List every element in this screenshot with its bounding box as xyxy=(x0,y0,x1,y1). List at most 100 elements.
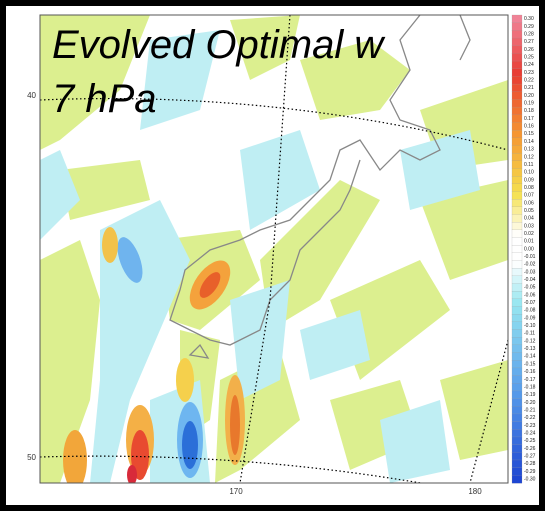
colorbar-cell xyxy=(512,376,522,384)
lon-label: 170 xyxy=(229,487,243,496)
colorbar-cell xyxy=(512,184,522,192)
colorbar-label: 0.09 xyxy=(524,177,534,183)
colorbar-cell xyxy=(512,168,522,176)
colorbar-label: -0.10 xyxy=(524,323,536,329)
colorbar-cell xyxy=(512,391,522,399)
colorbar-label: -0.20 xyxy=(524,400,536,406)
colorbar-label: 0.27 xyxy=(524,39,534,45)
colorbar-cell xyxy=(512,422,522,430)
colorbar-label: 0.23 xyxy=(524,70,534,76)
colorbar-cell xyxy=(512,107,522,115)
colorbar-cell xyxy=(512,452,522,460)
colorbar-cell xyxy=(512,268,522,276)
colorbar-cell xyxy=(512,61,522,69)
lon-label: 180 xyxy=(468,487,482,496)
colorbar-cell xyxy=(512,460,522,468)
colorbar-label: -0.14 xyxy=(524,354,536,360)
colorbar-label: -0.22 xyxy=(524,415,536,421)
colorbar-label: 0.30 xyxy=(524,16,534,22)
colorbar-label: 0.13 xyxy=(524,147,534,153)
colorbar-cell xyxy=(512,199,522,207)
lat-label: 40 xyxy=(27,91,36,100)
colorbar-label: 0.24 xyxy=(524,62,534,68)
colorbar-cell xyxy=(512,383,522,391)
colorbar-cell xyxy=(512,92,522,100)
colorbar-cell xyxy=(512,406,522,414)
colorbar-cell xyxy=(512,284,522,292)
colorbar-cell xyxy=(512,475,522,483)
colorbar-cell xyxy=(512,468,522,476)
colorbar-cell xyxy=(512,330,522,338)
colorbar-label: -0.25 xyxy=(524,438,536,444)
colorbar-cell xyxy=(512,429,522,437)
colorbar-cell xyxy=(512,84,522,92)
colorbar-label: 0.02 xyxy=(524,231,534,237)
colorbar-label: 0.16 xyxy=(524,124,534,130)
colorbar-label: 0.25 xyxy=(524,55,534,61)
colorbar-cell xyxy=(512,399,522,407)
colorbar-label: -0.08 xyxy=(524,308,536,314)
colorbar-label: -0.18 xyxy=(524,384,536,390)
colorbar-label: 0.06 xyxy=(524,200,534,206)
colorbar-label: 0.07 xyxy=(524,193,534,199)
colorbar-cell xyxy=(512,38,522,46)
colorbar-label: -0.09 xyxy=(524,315,536,321)
colorbar-cell xyxy=(512,153,522,161)
colorbar-label: -0.05 xyxy=(524,285,536,291)
colorbar-cell xyxy=(512,176,522,184)
colorbar-cell xyxy=(512,130,522,138)
colorbar-cell xyxy=(512,368,522,376)
colorbar-label: 0.18 xyxy=(524,108,534,114)
colorbar-cell xyxy=(512,53,522,61)
colorbar-label: 0.12 xyxy=(524,154,534,160)
colorbar-label: 0.17 xyxy=(524,116,534,122)
colorbar-cell xyxy=(512,245,522,253)
colorbar-label: -0.15 xyxy=(524,361,536,367)
colorbar-label: -0.19 xyxy=(524,392,536,398)
colorbar-cell xyxy=(512,23,522,31)
colorbar-cell xyxy=(512,360,522,368)
lat-label: 50 xyxy=(27,453,36,462)
colorbar-cell xyxy=(512,207,522,215)
colorbar-label: 0.04 xyxy=(524,216,534,222)
colorbar-label: 0.01 xyxy=(524,239,534,245)
colorbar-cell xyxy=(512,69,522,77)
colorbar-label: -0.11 xyxy=(524,331,535,337)
colorbar-cell xyxy=(512,122,522,130)
title: Evolved Optimal w xyxy=(52,23,386,67)
colorbar-label: -0.28 xyxy=(524,461,536,467)
colorbar-cell xyxy=(512,276,522,284)
colorbar-label: 0.19 xyxy=(524,101,534,107)
colorbar-cell xyxy=(512,145,522,153)
colorbar-cell xyxy=(512,291,522,299)
colorbar-label: -0.03 xyxy=(524,269,536,275)
colorbar-cell xyxy=(512,15,522,23)
colorbar-cell xyxy=(512,161,522,169)
colorbar-cell xyxy=(512,253,522,261)
colorbar-label: 0.11 xyxy=(524,162,534,168)
colorbar-cell xyxy=(512,437,522,445)
colorbar-cell xyxy=(512,191,522,199)
colorbar-cell xyxy=(512,414,522,422)
subtitle: 7 hPa xyxy=(52,77,157,121)
colorbar-label: 0.22 xyxy=(524,78,534,84)
colorbar-label: -0.23 xyxy=(524,423,536,429)
colorbar-label: -0.27 xyxy=(524,453,536,459)
colorbar-cell xyxy=(512,307,522,315)
colorbar-label: 0.15 xyxy=(524,131,534,137)
colorbar-cell xyxy=(512,299,522,307)
colorbar-cell xyxy=(512,261,522,269)
colorbar-label: 0.14 xyxy=(524,139,534,145)
colorbar-label: 0.26 xyxy=(524,47,534,53)
colorbar-cell xyxy=(512,138,522,146)
colorbar-label: -0.12 xyxy=(524,338,536,344)
colorbar-cell xyxy=(512,76,522,84)
colorbar-label: -0.30 xyxy=(524,476,536,482)
colorbar-label: 0.20 xyxy=(524,93,534,99)
colorbar-cell xyxy=(512,237,522,245)
colorbar-label: -0.16 xyxy=(524,369,536,375)
colorbar-cell xyxy=(512,353,522,361)
colorbar-cell xyxy=(512,214,522,222)
colorbar-label: 0.21 xyxy=(524,85,534,91)
colorbar-cell xyxy=(512,314,522,322)
